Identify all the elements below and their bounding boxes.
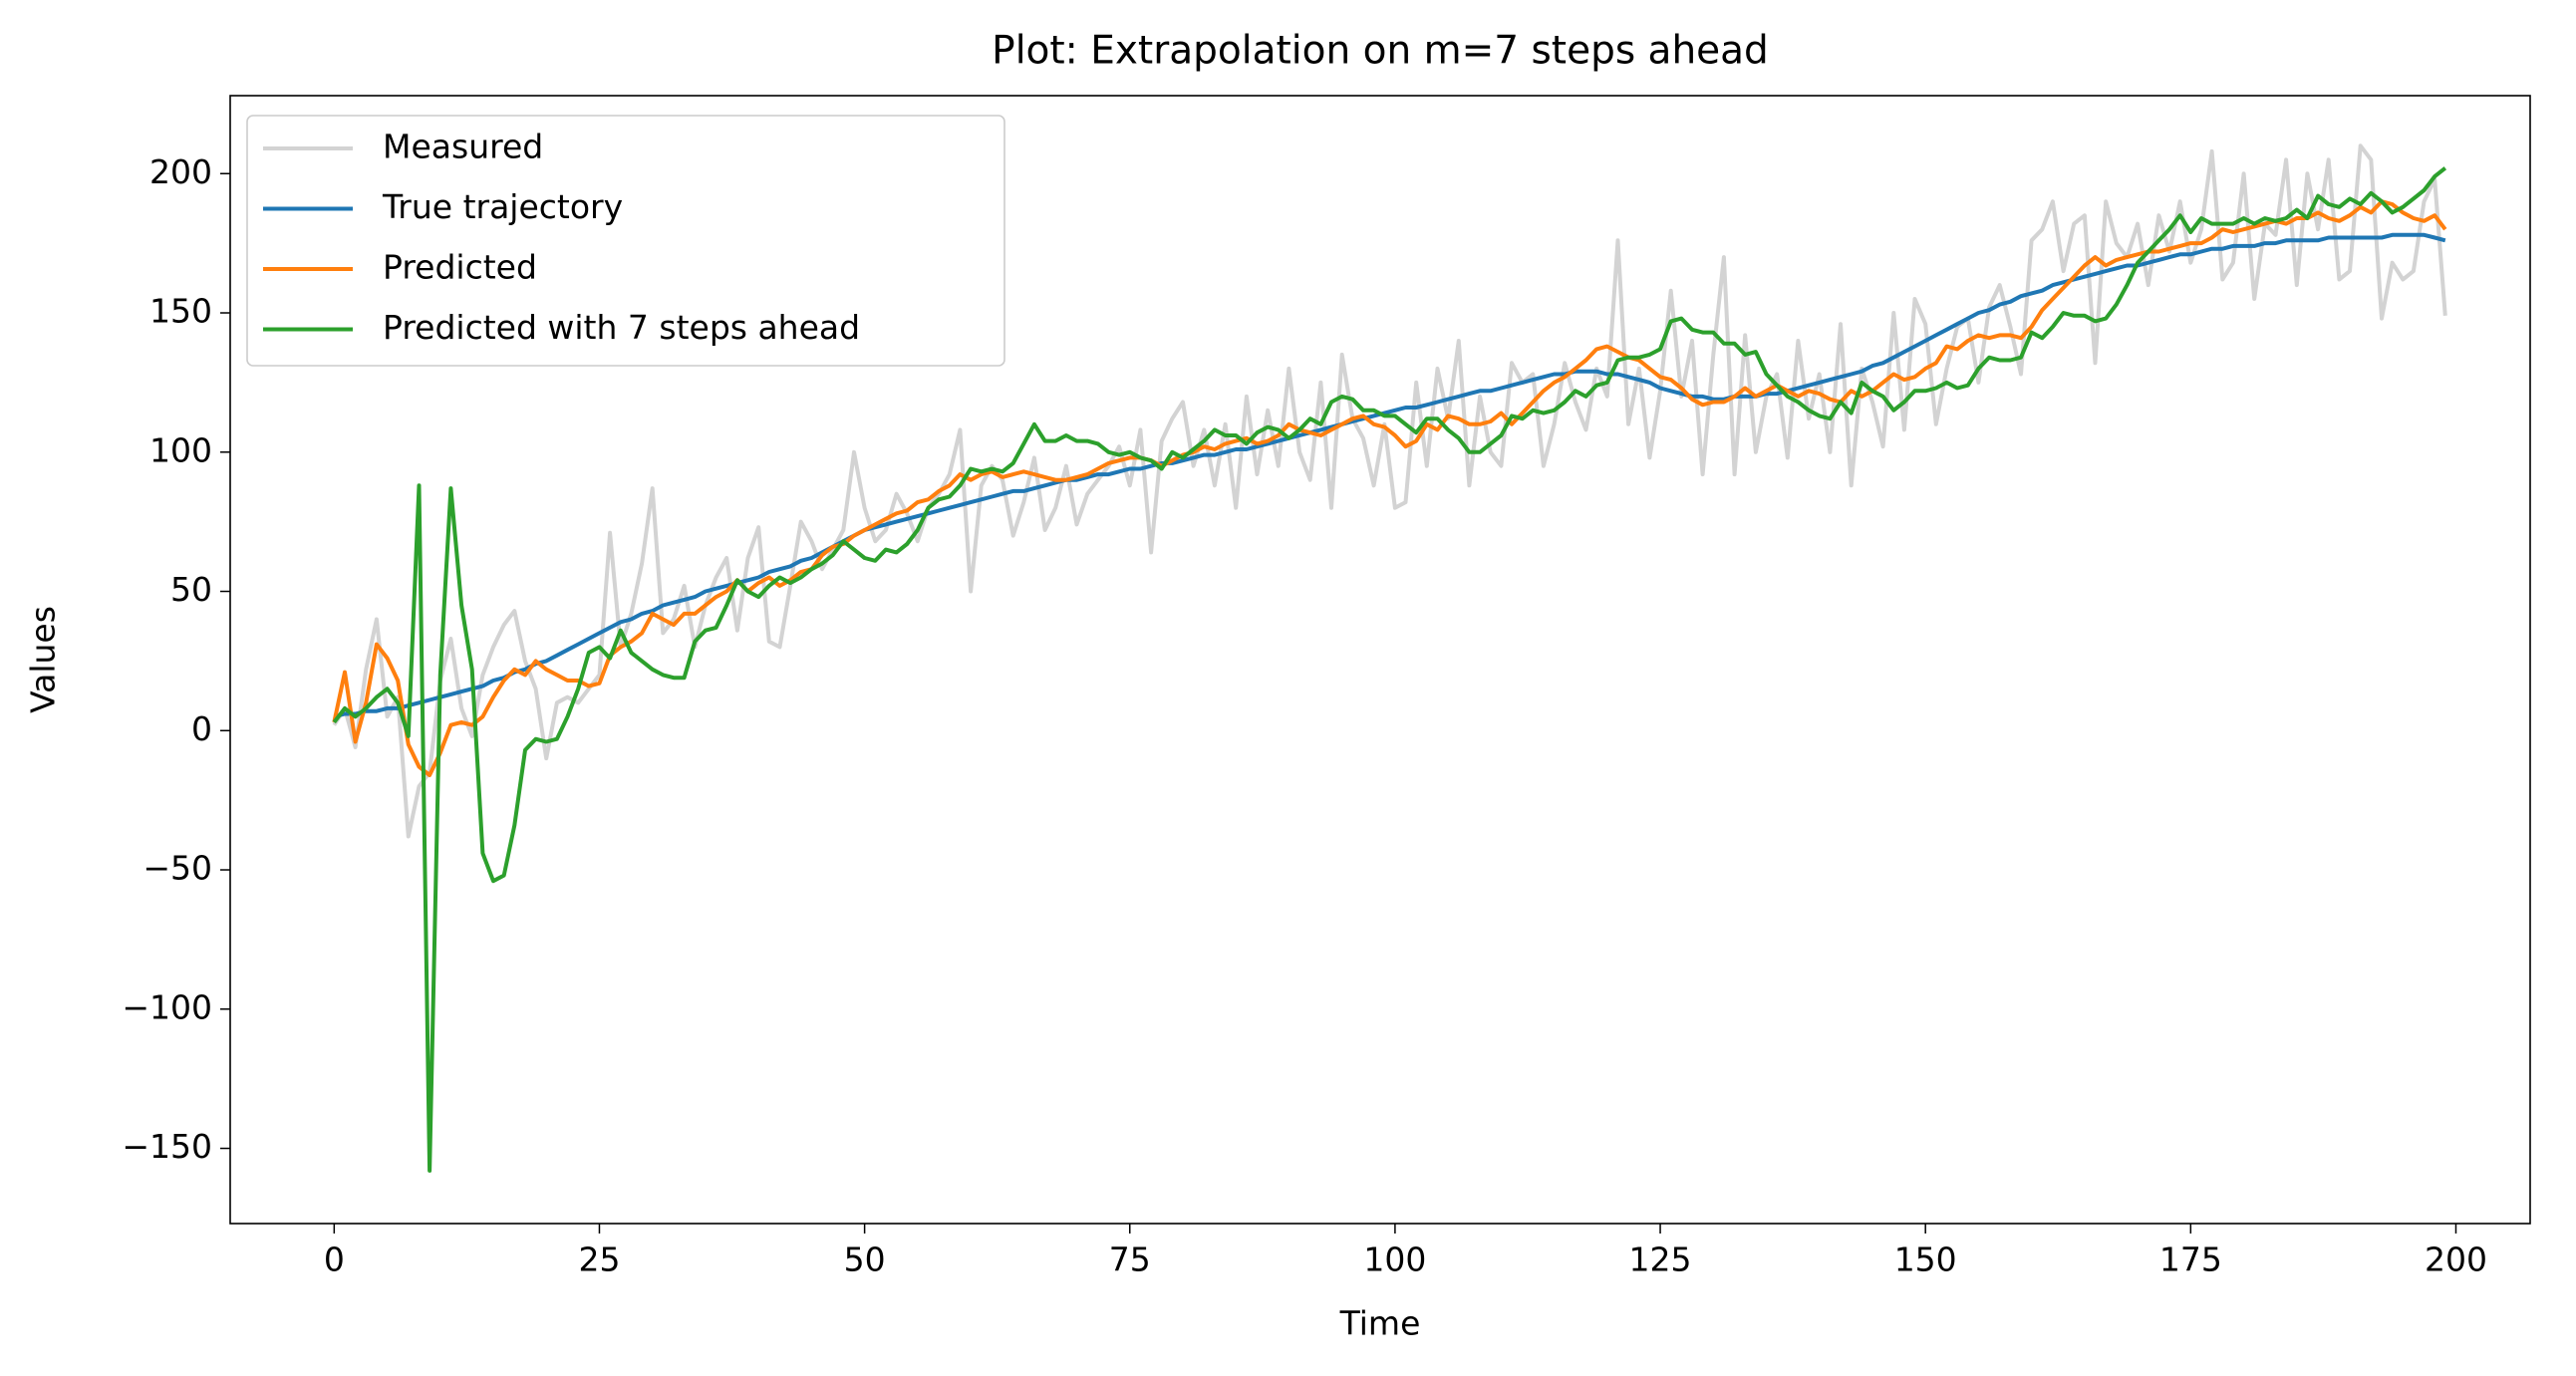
x-tick-label: 0 [324,1240,345,1279]
series-line [332,199,2447,777]
legend-label: Predicted with 7 steps ahead [383,308,860,347]
x-tick-label: 75 [1109,1240,1151,1279]
series-line [333,232,2446,719]
series-line [332,166,2447,1173]
y-tick-label: 100 [149,430,212,469]
y-tick-label: 0 [191,709,212,748]
x-axis-label: Time [1339,1304,1421,1343]
legend-label: Predicted [383,248,537,287]
y-tick-label: 150 [149,292,212,331]
x-tick-label: 200 [2425,1240,2487,1279]
x-tick-label: 175 [2159,1240,2222,1279]
chart-title: Plot: Extrapolation on m=7 steps ahead [992,29,1769,74]
y-tick-label: −150 [122,1127,212,1166]
plot-frame [229,95,2531,1225]
y-tick-label: 200 [149,152,212,191]
x-tick-label: 100 [1363,1240,1426,1279]
x-tick-label: 50 [844,1240,886,1279]
x-tick-label: 125 [1629,1240,1692,1279]
legend-box [246,115,1005,367]
x-tick-label: 25 [578,1240,620,1279]
legend-label: Measured [383,128,543,166]
series-line [332,143,2447,839]
y-tick-label: −100 [122,987,212,1026]
legend-label: True trajectory [382,187,623,226]
y-tick-label: −50 [143,849,212,888]
x-tick-label: 150 [1894,1240,1957,1279]
y-tick-label: 50 [170,570,212,609]
y-axis-label: Values [24,606,63,713]
